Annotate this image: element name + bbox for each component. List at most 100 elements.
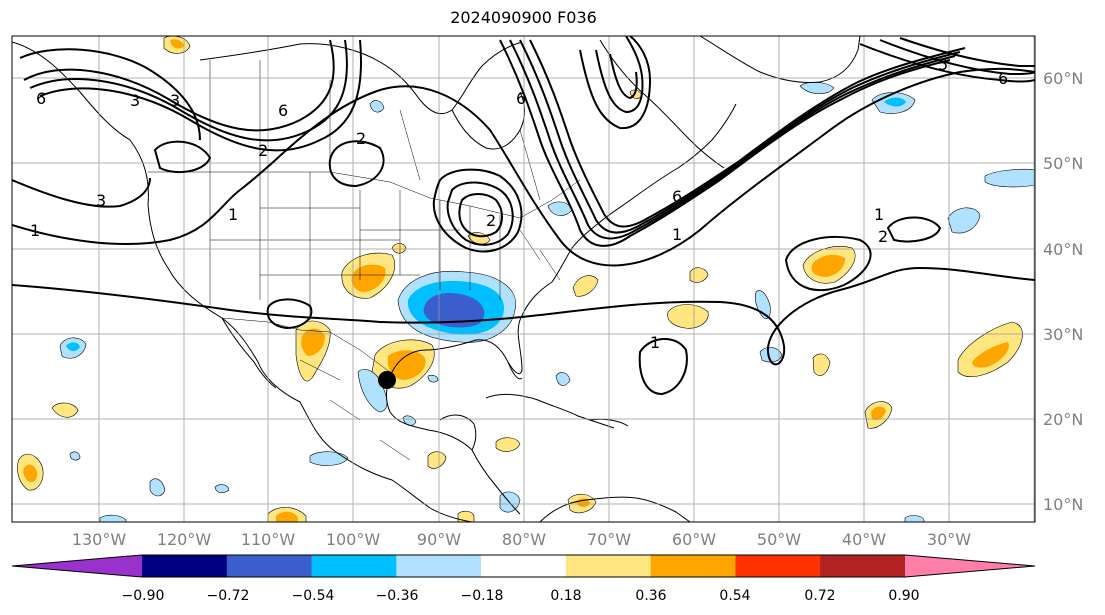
colorbar-segment — [396, 555, 482, 577]
colorbar-outline — [11, 554, 1036, 578]
lat-tick-label: 60°N — [1043, 69, 1083, 88]
lat-tick-label: 40°N — [1043, 240, 1083, 259]
positive-anomaly-east-pacific-1 — [51, 402, 79, 418]
coastline-canada-north — [199, 41, 523, 115]
colorbar-ticks: −0.90 −0.72 −0.54 −0.36 −0.18 0.18 0.36 … — [122, 588, 920, 604]
contour-2-canada-loop — [328, 140, 385, 188]
contour-6-jet-3 — [39, 39, 362, 152]
colorbar: −0.90 −0.72 −0.54 −0.36 −0.18 0.18 0.36 … — [11, 554, 1036, 604]
contour-label: 6 — [998, 69, 1008, 88]
contour-greatlakes-loop-b — [446, 181, 514, 246]
positive-anomaly-western-gulf-core — [387, 350, 426, 380]
latitude-ticks: 60°N 50°N 40°N 30°N 20°N 10°N — [1043, 69, 1083, 514]
border-us-states-1 — [209, 172, 460, 320]
colorbar-segment — [565, 555, 652, 577]
border-mexico-states — [299, 359, 411, 461]
border-us-states-2 — [469, 206, 561, 300]
contour-label: 1 — [874, 205, 884, 224]
colorbar-segment — [905, 555, 1035, 577]
contour-trough-c — [519, 39, 961, 234]
negative-anomaly-mexico-pacific — [309, 451, 349, 466]
positive-anomaly-atlantic-3 — [812, 353, 831, 376]
colorbar-segment — [735, 555, 821, 577]
contour-label: 1 — [650, 333, 660, 352]
positive-anomaly-mexico-pacific-core — [276, 511, 298, 522]
coastline-east-coast — [551, 103, 737, 283]
positive-anomaly-atlantic-coast — [572, 275, 599, 297]
contour-label: 2 — [258, 141, 268, 160]
contour-trough-a — [499, 39, 951, 247]
contour-2-pacific-loop — [153, 140, 212, 174]
contour-1-atlantic-loop — [886, 216, 942, 243]
lon-tick-label: 130°W — [72, 530, 127, 549]
coastline-north-america-west — [12, 41, 473, 522]
contour-trough-b — [509, 39, 956, 240]
positive-anomaly-atlantic-1 — [667, 304, 709, 329]
lat-tick-label: 50°N — [1043, 154, 1083, 173]
lon-tick-label: 40°W — [842, 530, 886, 549]
lon-tick-label: 120°W — [157, 530, 212, 549]
lon-tick-label: 90°W — [417, 530, 461, 549]
colorbar-tick-label: −0.72 — [207, 588, 250, 604]
negative-anomaly-labrador-sea-core — [884, 97, 906, 107]
contour-label: 3 — [96, 191, 106, 210]
colorbar-tick-label: 0.18 — [550, 588, 581, 604]
lon-tick-label: 80°W — [502, 530, 546, 549]
colorbar-tick-label: −0.36 — [376, 588, 419, 604]
negative-anomaly-east-pacific-2 — [69, 451, 81, 461]
positive-anomaly-mid-atlantic-core — [811, 254, 846, 277]
contour-greatlakes-loop-a — [432, 168, 523, 253]
colorbar-tick-label: 0.72 — [804, 588, 835, 604]
colorbar-tick-label: 0.90 — [888, 588, 919, 604]
positive-anomaly-plains-small — [391, 243, 407, 254]
positive-anomaly-mexico-core — [301, 328, 325, 356]
colorbar-segment — [226, 555, 313, 577]
lon-tick-label: 50°W — [757, 530, 801, 549]
coastline-gulf-of-mexico — [385, 281, 553, 451]
contour-hudson-loop-c — [609, 53, 638, 100]
contour-1-caribbean-loop — [638, 338, 688, 396]
coastline-central-america — [471, 449, 521, 515]
contour-hudson-loop-b — [595, 36, 644, 114]
contour-6-jet-2 — [29, 39, 348, 142]
negative-anomaly-north-atlantic-2 — [947, 207, 981, 234]
colorbar-tick-label: 0.54 — [719, 588, 750, 604]
border-us-canada — [148, 171, 581, 219]
longitude-ticks: 130°W 120°W 110°W 100°W 90°W 80°W 70°W 6… — [72, 530, 971, 549]
filled-anomalies — [17, 36, 1035, 522]
positive-anomaly-central-america — [427, 451, 447, 469]
contour-east-atlantic-c — [899, 37, 1035, 67]
storm-center-dot — [378, 371, 396, 389]
contour-label: 3 — [170, 91, 180, 110]
coastline-south-america — [539, 496, 691, 522]
colorbar-tick-label: −0.18 — [461, 588, 504, 604]
contour-east-atlantic-a — [859, 43, 1035, 83]
positive-anomaly-east-pacific-2-core — [23, 464, 38, 482]
coastline-cuba — [485, 393, 615, 429]
gridlines — [12, 36, 1035, 522]
negative-anomaly-east-pacific-1-core — [66, 342, 80, 351]
positive-anomaly-east-atlantic-2-core — [871, 406, 886, 421]
contour-label: 6 — [278, 101, 288, 120]
map-title: 2024090900 F036 — [450, 8, 597, 27]
negative-anomaly-east-pacific-4 — [214, 484, 230, 493]
contour-east-atlantic-b — [879, 39, 1035, 76]
contour-3-pacific-b — [12, 177, 151, 208]
contour-label: 3 — [130, 91, 140, 110]
negative-anomaly-east-pacific-3 — [149, 478, 166, 497]
colorbar-segment — [650, 555, 736, 577]
colorbar-segments — [11, 554, 1036, 578]
border-us-mexico — [221, 317, 391, 373]
political-borders — [148, 60, 581, 461]
lon-tick-label: 110°W — [241, 530, 296, 549]
contour-greatlakes-loop-c — [458, 193, 503, 238]
negative-anomaly-canada — [369, 100, 385, 113]
colorbar-tick-label: −0.90 — [122, 588, 165, 604]
colorbar-segment — [481, 555, 567, 577]
contour-label: 2 — [878, 227, 888, 246]
lon-tick-label: 70°W — [587, 530, 631, 549]
positive-anomaly-east-atlantic-core — [972, 342, 1009, 368]
negative-anomaly-north-atlantic — [984, 168, 1035, 188]
contour-label: 1 — [30, 221, 40, 240]
